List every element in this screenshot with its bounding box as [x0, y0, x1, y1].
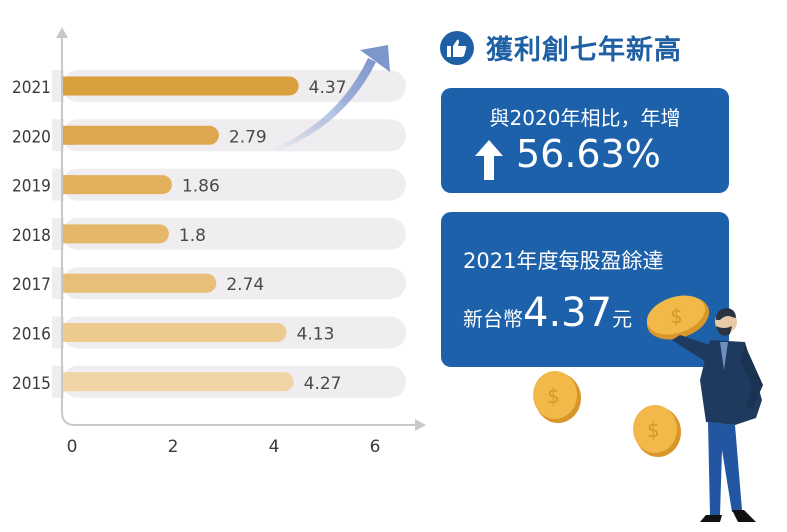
- value-label: 2.79: [229, 127, 267, 147]
- x-tick-label: 6: [370, 437, 381, 457]
- thumbs-up-icon: [440, 30, 474, 65]
- category-label: 2016: [12, 325, 51, 345]
- eps-unit: 元: [612, 307, 633, 331]
- value-label: 4.37: [309, 78, 347, 98]
- eps-caption: 2021年度每股盈餘達: [463, 249, 664, 273]
- svg-text:$: $: [647, 418, 660, 442]
- growth-arrow-icon: [275, 58, 376, 152]
- x-tick-label: 4: [269, 437, 280, 457]
- arrow-up-icon: [475, 140, 503, 180]
- bar-base: [62, 273, 74, 293]
- value-label: 1.86: [182, 177, 220, 197]
- eps-value-line: 新台幣 4.37 元: [463, 290, 632, 336]
- eps-bar-chart: 2021 2020 2019 2018 2017 2016 2015 4.37 2.79 1.8…: [12, 27, 426, 457]
- page-title: 獲利創七年新高: [486, 35, 682, 66]
- eps-value: 4.37: [523, 290, 613, 336]
- bar-base: [62, 76, 74, 96]
- bar: [62, 76, 299, 96]
- x-tick-label: 0: [67, 437, 78, 457]
- x-axis-arrow-icon: [415, 419, 426, 431]
- category-label: 2020: [12, 127, 51, 147]
- coin-icon: $: [533, 371, 581, 423]
- value-label: 2.74: [226, 275, 264, 295]
- category-label: 2015: [12, 374, 51, 394]
- bar-base: [62, 125, 74, 145]
- growth-percent: 56.63%: [516, 132, 661, 176]
- growth-arrow-head: [360, 45, 390, 72]
- svg-text:$: $: [547, 384, 560, 408]
- eps-prefix: 新台幣: [463, 307, 523, 331]
- y-axis-arrow-icon: [56, 27, 68, 38]
- bar: [62, 175, 172, 195]
- svg-text:$: $: [670, 304, 683, 328]
- bar: [62, 224, 169, 244]
- businessman-illustration: $ $ $: [533, 295, 763, 522]
- value-label: 4.27: [304, 374, 342, 394]
- value-label: 1.8: [179, 226, 206, 246]
- x-tick-label: 2: [168, 437, 179, 457]
- category-label: 2019: [12, 177, 51, 197]
- coin-icon: $: [646, 295, 710, 340]
- businessman-figure: [672, 308, 763, 522]
- header: 獲利創七年新高: [440, 28, 682, 67]
- category-label: 2017: [12, 275, 51, 295]
- bar: [62, 323, 287, 342]
- category-label: 2018: [12, 226, 51, 246]
- bar-base: [62, 224, 74, 244]
- bar: [62, 372, 294, 392]
- category-label: 2021: [12, 78, 51, 98]
- y-axis: [61, 38, 415, 426]
- bar-base: [62, 372, 74, 392]
- growth-caption: 與2020年相比，年增: [489, 106, 681, 130]
- bar: [62, 273, 217, 293]
- growth-box: 與2020年相比，年增 56.63%: [441, 88, 729, 193]
- bar: [62, 125, 219, 145]
- value-label: 4.13: [297, 325, 335, 345]
- bar-base: [62, 175, 74, 195]
- bar-base: [62, 323, 74, 342]
- coin-icon: $: [633, 405, 681, 457]
